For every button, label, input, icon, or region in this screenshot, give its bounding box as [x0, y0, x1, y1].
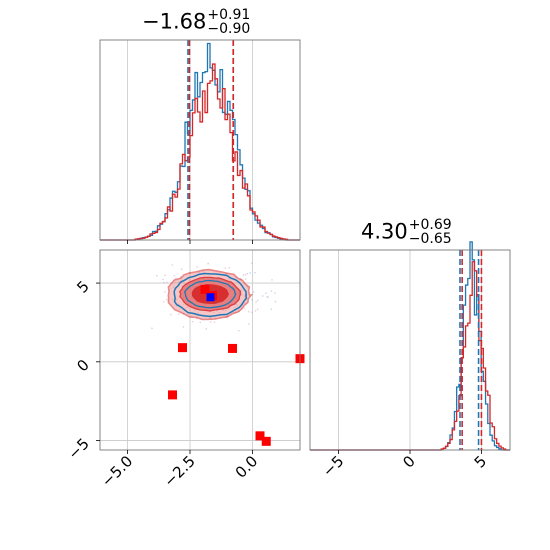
sample-point — [251, 311, 253, 314]
red-marker — [168, 390, 177, 400]
sample-point — [191, 320, 194, 323]
sample-point — [242, 274, 245, 276]
contour-blue-outer — [173, 272, 248, 318]
sample-point — [247, 310, 250, 313]
sample-point — [164, 291, 166, 293]
red-marker — [255, 431, 265, 441]
sample-point — [162, 301, 165, 303]
sample-point — [254, 271, 256, 274]
scatter-x-tick-label: −2.5 — [160, 452, 198, 490]
sample-point — [177, 313, 180, 315]
sample-point — [151, 327, 153, 330]
sample-point — [196, 266, 198, 268]
sample-point — [274, 300, 277, 303]
sample-point — [244, 278, 247, 280]
sample-point — [267, 296, 269, 299]
param1-hist-frame — [99, 39, 301, 241]
param1-title: −1.68 +0.91 −0.90 — [142, 7, 251, 37]
sample-point — [270, 290, 273, 292]
param2-x-tick-label: 5 — [471, 452, 490, 471]
sample-point — [170, 313, 172, 316]
scatter-frame — [99, 249, 301, 451]
sample-point — [265, 292, 267, 295]
sample-point — [228, 266, 231, 269]
sample-point — [271, 279, 273, 281]
sample-point — [252, 291, 255, 293]
sample-point — [207, 262, 209, 265]
sample-point — [164, 274, 166, 277]
sample-point — [162, 278, 164, 281]
sample-point — [165, 298, 168, 301]
sample-point — [244, 273, 247, 276]
sample-point — [243, 307, 246, 309]
sample-point — [180, 268, 183, 270]
param1-hist-blue — [100, 42, 300, 241]
red-marker — [261, 436, 271, 446]
contour-blue-mid — [183, 279, 237, 309]
sample-point — [249, 272, 252, 274]
sample-point — [213, 321, 216, 324]
red-marker — [178, 343, 187, 353]
scatter-y-tick-label: −5 — [64, 435, 92, 463]
sample-point — [274, 292, 276, 294]
sample-point — [255, 301, 257, 303]
sample-point — [171, 264, 174, 266]
sample-point — [163, 281, 165, 284]
sample-point — [257, 299, 259, 302]
sample-point — [155, 274, 158, 277]
sample-point — [209, 321, 212, 323]
param2-title: 4.30 +0.69 −0.65 — [361, 217, 452, 247]
sample-point — [182, 326, 185, 328]
sample-point — [199, 321, 202, 324]
sample-point — [247, 323, 250, 325]
sample-point — [251, 298, 253, 301]
sample-point — [205, 328, 208, 330]
sample-point — [251, 262, 253, 265]
red-marker — [200, 284, 210, 294]
sample-point — [261, 295, 264, 297]
sample-point — [175, 277, 177, 279]
param2-x-tick-label: −5 — [319, 452, 347, 480]
red-marker — [228, 343, 237, 353]
sample-point — [254, 310, 257, 312]
param2-x-tick-label: 0 — [399, 452, 418, 471]
blue-marker — [206, 293, 215, 302]
sample-point — [270, 308, 273, 311]
scatter-x-tick-label: −5.0 — [98, 452, 136, 490]
scatter-y-tick-label: 5 — [73, 277, 92, 296]
sample-point — [256, 308, 259, 311]
sample-point — [166, 281, 168, 284]
param1-hist-red — [100, 63, 300, 241]
sample-point — [173, 274, 176, 277]
sample-point — [238, 329, 240, 332]
sample-point — [246, 272, 249, 275]
scatter-x-tick-label: 0.0 — [232, 452, 262, 482]
scatter-panel — [100, 250, 305, 450]
sample-point — [224, 267, 227, 269]
scatter-y-tick-label: 0 — [73, 356, 92, 375]
